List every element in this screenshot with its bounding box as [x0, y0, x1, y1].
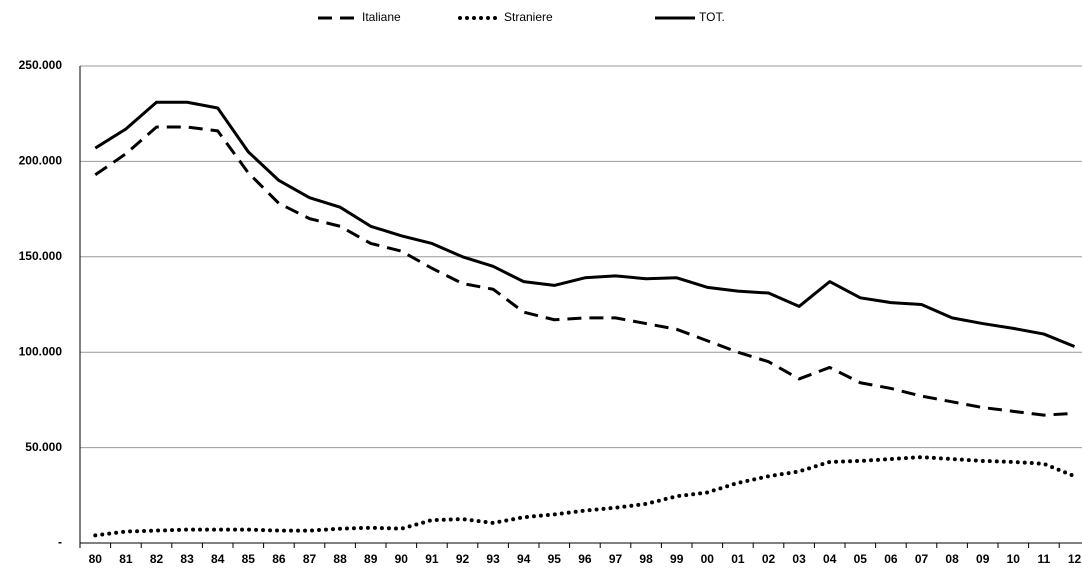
x-tick-label: 85	[242, 552, 256, 566]
x-tick-label: 02	[762, 552, 776, 566]
y-tick-label: 200.000	[19, 154, 63, 168]
x-tick-label: 12	[1068, 552, 1082, 566]
legend-label: Italiane	[362, 10, 401, 24]
x-tick-label: 88	[333, 552, 347, 566]
x-tick-label: 99	[670, 552, 684, 566]
x-tick-label: 80	[89, 552, 103, 566]
x-tick-label: 95	[548, 552, 562, 566]
legend-label: TOT.	[699, 10, 725, 24]
x-tick-label: 92	[456, 552, 470, 566]
legend-label: Straniere	[504, 10, 553, 24]
x-tick-label: 05	[854, 552, 868, 566]
x-tick-label: 93	[486, 552, 500, 566]
x-tick-label: 87	[303, 552, 317, 566]
x-tick-label: 81	[119, 552, 133, 566]
x-tick-label: 09	[976, 552, 990, 566]
x-tick-label: 07	[915, 552, 929, 566]
series-line	[94, 125, 1075, 417]
x-tick-label: 94	[517, 552, 531, 566]
y-tick-label: 100.000	[19, 344, 63, 358]
x-tick-label: 83	[180, 552, 194, 566]
x-tick-label: 00	[701, 552, 715, 566]
x-tick-label: 06	[884, 552, 898, 566]
x-tick-label: 08	[945, 552, 959, 566]
x-tick-label: 89	[364, 552, 378, 566]
x-tick-label: 11	[1038, 552, 1051, 566]
x-tick-label: 90	[395, 552, 409, 566]
x-tick-label: 91	[425, 552, 439, 566]
y-tick-label: -	[58, 535, 62, 549]
y-tick-label: 250.000	[19, 58, 63, 72]
x-tick-label: 03	[792, 552, 806, 566]
x-tick-label: 98	[639, 552, 653, 566]
x-tick-label: 86	[272, 552, 286, 566]
x-tick-label: 82	[150, 552, 164, 566]
x-tick-label: 10	[1007, 552, 1021, 566]
y-tick-label: 150.000	[19, 249, 63, 263]
x-tick-label: 01	[731, 552, 745, 566]
series-line	[93, 455, 1077, 538]
x-tick-label: 04	[823, 552, 837, 566]
y-tick-label: 50.000	[25, 440, 62, 454]
x-tick-label: 96	[578, 552, 592, 566]
series-line	[94, 100, 1076, 348]
x-tick-label: 97	[609, 552, 623, 566]
x-tick-label: 84	[211, 552, 225, 566]
